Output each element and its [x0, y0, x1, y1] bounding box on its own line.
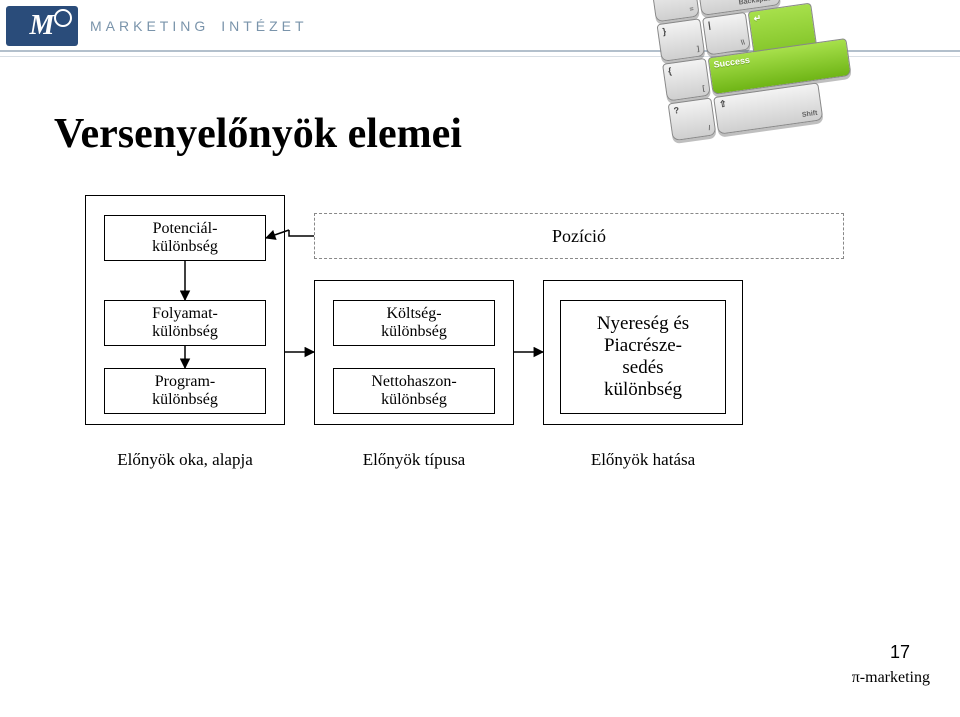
footer-brand: π-marketing	[852, 669, 930, 687]
node-folyamat: Folyamat-különbség	[104, 300, 266, 346]
slide-title: Versenyelőnyök elemei	[54, 110, 462, 158]
caption: Előnyök hatása	[543, 450, 743, 470]
caption: Előnyök típusa	[314, 450, 514, 470]
caption: Előnyök oka, alapja	[85, 450, 285, 470]
slide: M MARKETING INTÉZET +=←Backspace}]|\\↵{[…	[0, 0, 960, 717]
node-netto: Nettohaszon-különbség	[333, 368, 495, 414]
node-koltseg: Költség-különbség	[333, 300, 495, 346]
node-program: Program-különbség	[104, 368, 266, 414]
logo-box: M	[6, 6, 78, 46]
logo-letter: M	[30, 12, 55, 40]
page-number: 17	[890, 642, 910, 663]
header-logo-strip: M MARKETING INTÉZET	[6, 6, 308, 46]
brand-word-2: INTÉZET	[221, 18, 307, 34]
logo-ring-icon	[54, 9, 72, 27]
brand-word-1: MARKETING	[90, 18, 209, 34]
node-potencial: Potenciál-különbség	[104, 215, 266, 261]
keyboard-graphic: +=←Backspace}]|\\↵{[Success?/⇧Shift	[650, 0, 858, 142]
dashed-position-box: Pozíció	[314, 213, 844, 259]
node-nyereseg: Nyereség ésPiacrésze-sedéskülönbség	[560, 300, 726, 414]
